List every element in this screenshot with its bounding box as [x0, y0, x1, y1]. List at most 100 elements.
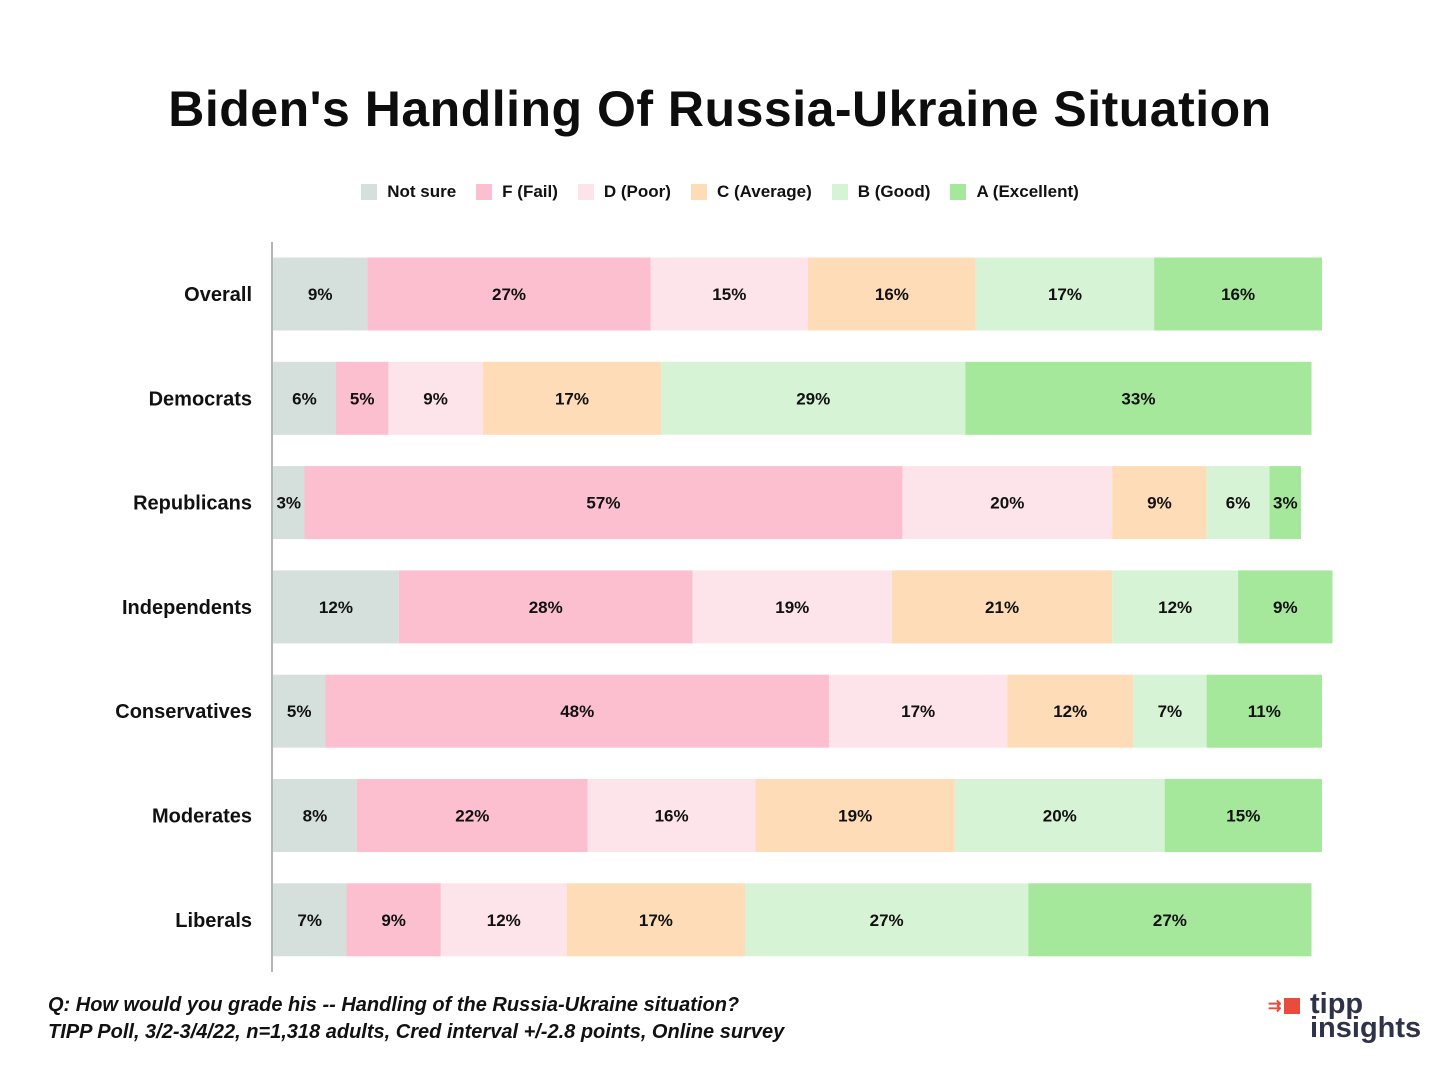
- bar-segment: [1112, 570, 1239, 644]
- data-label: 27%: [1153, 911, 1187, 930]
- y-tick-label: Liberals: [175, 910, 252, 932]
- data-label: 17%: [555, 389, 589, 408]
- bar-segment: [440, 883, 567, 957]
- data-label: 21%: [985, 598, 1019, 617]
- bar-segment: [273, 361, 336, 435]
- bar-segment: [828, 674, 1008, 748]
- bar-segment: [902, 466, 1113, 540]
- bar-segment: [965, 361, 1312, 435]
- data-label: 9%: [1273, 598, 1298, 617]
- data-label: 27%: [870, 911, 904, 930]
- bar-segment: [335, 361, 389, 435]
- data-label: 29%: [796, 389, 830, 408]
- data-label: 11%: [1248, 702, 1281, 721]
- tipp-insights-logo: ⇉ tipp insights: [1268, 988, 1428, 1050]
- bar-segment: [325, 674, 829, 748]
- legend: Not sure F (Fail) D (Poor) C (Average) B (Go…: [0, 182, 1440, 202]
- bar-segment: [587, 779, 756, 852]
- bar-segment: [1028, 883, 1312, 957]
- data-label: 7%: [1158, 702, 1183, 721]
- legend-swatch: [950, 184, 967, 200]
- bar-segment: [975, 257, 1155, 331]
- bar-segment: [304, 466, 903, 540]
- data-label: 20%: [990, 494, 1024, 513]
- bar-segment: [482, 361, 662, 435]
- logo-mark-icon: [1284, 998, 1300, 1014]
- bar-segment: [807, 257, 976, 331]
- bar-segment: [1133, 674, 1207, 748]
- data-label: 22%: [455, 807, 489, 826]
- legend-label: D (Poor): [603, 182, 671, 201]
- legend-item: A (Excellent): [950, 182, 1079, 202]
- bar-segment: [1206, 674, 1322, 748]
- bar-segment: [356, 779, 588, 852]
- bar-segment: [346, 883, 441, 957]
- data-label: 12%: [319, 598, 353, 617]
- y-tick-label: Independents: [122, 597, 252, 619]
- data-label: 20%: [1043, 807, 1077, 826]
- bar-segment: [1238, 570, 1333, 644]
- bar-segment: [273, 570, 399, 644]
- data-label: 6%: [292, 389, 317, 408]
- data-label: 19%: [838, 807, 872, 826]
- bar-segment: [1007, 674, 1134, 748]
- survey-question: Q: How would you grade his -- Handling o…: [48, 994, 740, 1016]
- logo-text-insights: insights: [1310, 1012, 1422, 1044]
- y-tick-label: Conservatives: [115, 701, 252, 723]
- bar-segment: [954, 779, 1165, 852]
- bar-segment: [273, 674, 326, 748]
- data-label: 16%: [875, 285, 909, 304]
- data-label: 9%: [423, 389, 448, 408]
- data-label: 27%: [492, 285, 526, 304]
- logo-text-tipp: tipp: [1310, 988, 1364, 1020]
- bar-segment: [755, 779, 955, 852]
- data-label: 12%: [1158, 598, 1192, 617]
- bar-segment: [273, 466, 305, 540]
- data-label: 5%: [287, 702, 312, 721]
- bar-segment: [1206, 466, 1270, 540]
- y-tick-label: Moderates: [152, 806, 252, 828]
- data-label: 3%: [1273, 494, 1298, 513]
- legend-item: F (Fail): [476, 182, 558, 202]
- legend-item: C (Average): [690, 182, 812, 202]
- y-tick-label: Democrats: [149, 388, 252, 410]
- legend-item: D (Poor): [577, 182, 671, 202]
- data-label: 15%: [712, 285, 746, 304]
- data-label: 6%: [1226, 494, 1251, 513]
- data-label: 17%: [639, 911, 673, 930]
- legend-swatch: [476, 184, 493, 200]
- bar-segment: [273, 883, 347, 957]
- legend-swatch: [361, 184, 378, 200]
- bar-segment: [273, 779, 357, 852]
- legend-label: Not sure: [387, 182, 457, 201]
- chart-title: Biden's Handling Of Russia-Ukraine Situa…: [168, 81, 1272, 137]
- bar-segment: [367, 257, 651, 331]
- bar-segment: [398, 570, 693, 644]
- bar-segment: [388, 361, 483, 435]
- bar-segment: [891, 570, 1113, 644]
- data-label: 48%: [560, 702, 594, 721]
- legend-item: B (Good): [831, 182, 930, 202]
- bar-segment: [661, 361, 966, 435]
- bar-segment: [1164, 779, 1322, 852]
- legend-swatch: [690, 184, 707, 200]
- footer-note: Q: How would you grade his -- Handling o…: [48, 992, 784, 1046]
- legend-label: C (Average): [716, 182, 812, 201]
- bar-segment: [692, 570, 892, 644]
- data-label: 3%: [276, 494, 301, 513]
- legend-swatch: [577, 184, 594, 200]
- data-label: 16%: [1221, 285, 1255, 304]
- data-label: 17%: [901, 702, 935, 721]
- bar-segment: [1269, 466, 1302, 540]
- data-label: 9%: [308, 285, 333, 304]
- legend-item: Not sure: [361, 182, 456, 202]
- data-label: 12%: [487, 911, 521, 930]
- logo-rays-icon: ⇉: [1268, 998, 1282, 1015]
- data-label: 57%: [586, 494, 620, 513]
- legend-label: F (Fail): [502, 182, 558, 201]
- bar-segment: [745, 883, 1029, 957]
- bar-segment: [1154, 257, 1322, 331]
- data-label: 5%: [350, 389, 375, 408]
- bar-segment: [1112, 466, 1207, 540]
